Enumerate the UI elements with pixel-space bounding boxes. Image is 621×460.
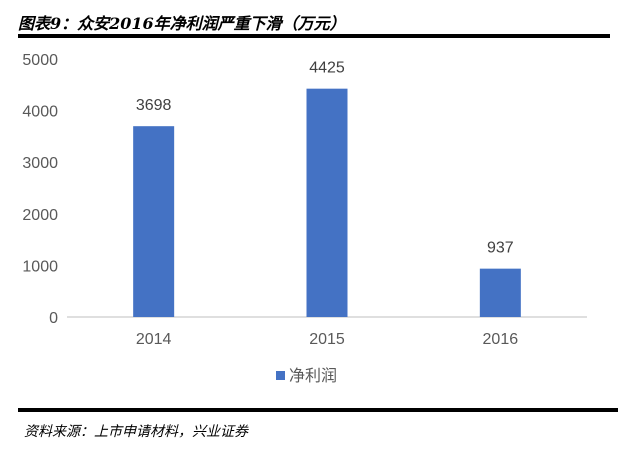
bar bbox=[479, 268, 521, 317]
data-label: 4425 bbox=[309, 60, 345, 77]
figure-title: 图表9：众安2016年净利润严重下滑（万元） bbox=[18, 14, 346, 33]
y-tick-label: 4000 bbox=[22, 104, 58, 121]
x-tick-label: 2015 bbox=[309, 331, 345, 348]
legend-label: 净利润 bbox=[289, 367, 337, 385]
x-tick-label: 2016 bbox=[483, 331, 519, 348]
y-tick-label: 0 bbox=[49, 310, 58, 327]
x-tick-label: 2014 bbox=[136, 331, 172, 348]
y-tick-label: 1000 bbox=[22, 258, 58, 275]
y-tick-label: 2000 bbox=[22, 207, 58, 224]
source-note: 资料来源：上市申请材料，兴业证券 bbox=[24, 424, 248, 440]
y-tick-label: 3000 bbox=[22, 155, 58, 172]
bar bbox=[306, 88, 348, 317]
bar bbox=[133, 126, 175, 317]
source-divider bbox=[18, 408, 618, 412]
y-tick-label: 5000 bbox=[22, 52, 58, 69]
data-label: 937 bbox=[487, 240, 514, 257]
title-divider bbox=[18, 34, 610, 38]
data-label: 3698 bbox=[136, 97, 172, 114]
legend-swatch bbox=[276, 371, 285, 380]
